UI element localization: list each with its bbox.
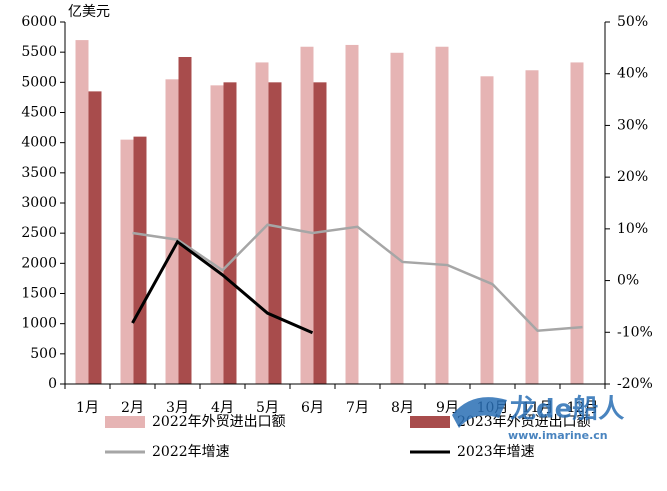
y2-tick-label: 50% <box>617 14 648 30</box>
line <box>131 239 314 335</box>
y-tick-label: 5000 <box>21 74 57 90</box>
y-tick-label: 1500 <box>21 286 57 302</box>
x-tick-label: 3月 <box>166 400 189 416</box>
bar <box>133 136 147 384</box>
bar <box>390 52 404 385</box>
x-tick-label: 1月 <box>76 400 99 416</box>
x-tick-label: 7月 <box>346 400 369 416</box>
bar <box>480 76 494 385</box>
bar <box>570 62 584 384</box>
bar <box>178 56 192 384</box>
y-tick-label: 1000 <box>21 316 57 332</box>
bar <box>255 62 269 384</box>
bar <box>75 40 89 384</box>
bar <box>435 46 449 385</box>
bar <box>120 139 134 384</box>
x-tick-label: 2月 <box>121 400 144 416</box>
legend-swatch <box>410 416 450 428</box>
x-tick-label: 5月 <box>256 400 279 416</box>
x-tick-label: 9月 <box>436 400 459 416</box>
bar <box>223 82 237 384</box>
bar <box>210 85 224 384</box>
y2-tick-label: -10% <box>617 324 653 340</box>
y2-tick-label: 10% <box>617 221 648 237</box>
x-tick-label: 6月 <box>301 400 324 416</box>
bar <box>300 46 314 385</box>
y2-tick-label: 0% <box>617 273 639 289</box>
legend-label: 2023年增速 <box>457 444 535 460</box>
y2-tick-label: 30% <box>617 117 648 133</box>
y-tick-label: 2500 <box>21 225 57 241</box>
y2-tick-label: -20% <box>617 376 653 392</box>
watermark: 龙de船人 www.imarine.cn <box>452 394 624 442</box>
y-tick-label: 2000 <box>21 255 57 271</box>
y-tick-label: 4500 <box>21 105 57 121</box>
x-tick-label: 11月 <box>522 400 554 416</box>
y-tick-label: 6000 <box>21 14 57 30</box>
y-tick-label: 500 <box>30 346 57 362</box>
y2-tick-label: 40% <box>617 66 648 82</box>
watermark-text: 龙de船人 <box>510 394 624 425</box>
y2-tick-label: 20% <box>617 169 648 185</box>
legend-label: 2022年增速 <box>152 444 230 460</box>
legend-label: 2023年外贸进出口额 <box>457 414 591 430</box>
y-tick-label: 5500 <box>21 44 57 60</box>
x-tick-label: 8月 <box>391 400 414 416</box>
line <box>132 223 583 333</box>
bar <box>345 44 359 384</box>
bar <box>88 91 102 384</box>
watermark-url: www.imarine.cn <box>508 429 608 442</box>
x-tick-label: 12月 <box>567 400 599 416</box>
legend-swatch <box>105 416 145 428</box>
bar <box>165 79 179 385</box>
x-tick-label: 4月 <box>211 400 234 416</box>
y-tick-label: 3000 <box>21 195 57 211</box>
y-unit-label: 亿美元 <box>68 4 110 20</box>
y-tick-label: 3500 <box>21 165 57 181</box>
y-tick-label: 4000 <box>21 135 57 151</box>
watermark-logo <box>452 397 507 428</box>
legend-label: 2022年外贸进出口额 <box>152 414 286 430</box>
bar <box>268 82 282 384</box>
y-tick-label: 0 <box>48 376 57 392</box>
bar <box>525 70 539 385</box>
